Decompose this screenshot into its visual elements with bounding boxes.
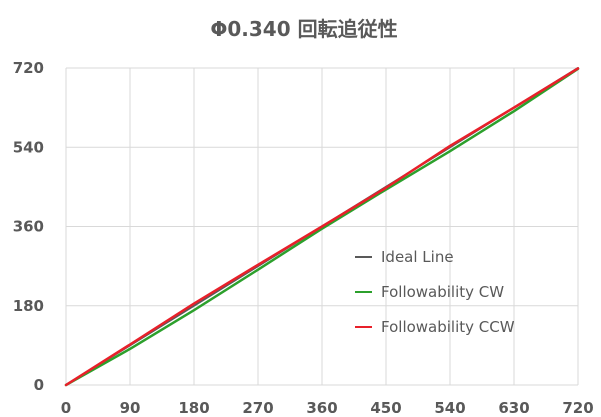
legend-entry: Followability CCW	[355, 318, 515, 336]
y-tick-label: 0	[34, 376, 44, 394]
series-lines	[64, 67, 580, 387]
legend-label: Ideal Line	[381, 248, 454, 266]
legend-label: Followability CCW	[381, 318, 515, 336]
y-tick-label: 360	[13, 218, 44, 236]
y-tick-labels: 0 180 360 540 720	[13, 59, 44, 394]
x-tick-labels: 0 90 180 270 360 450 540 630 720	[61, 399, 594, 417]
x-tick-label: 0	[61, 399, 71, 417]
x-tick-label: 720	[562, 399, 593, 417]
x-tick-label: 180	[178, 399, 209, 417]
x-tick-label: 540	[434, 399, 465, 417]
x-tick-label: 360	[306, 399, 337, 417]
legend: Ideal Line Followability CW Followability …	[355, 248, 515, 336]
x-tick-label: 270	[242, 399, 273, 417]
chart-title: Φ0.340 回転追従性	[210, 17, 397, 41]
legend-entry: Ideal Line	[355, 248, 454, 266]
legend-entry: Followability CW	[355, 283, 504, 301]
y-tick-label: 540	[13, 138, 44, 156]
x-tick-label: 90	[120, 399, 141, 417]
legend-label: Followability CW	[381, 283, 504, 301]
x-tick-label: 630	[498, 399, 529, 417]
y-tick-label: 720	[13, 59, 44, 77]
series-line-3	[64, 67, 580, 387]
y-tick-label: 180	[13, 297, 44, 315]
series-line-2	[64, 67, 580, 387]
grid	[65, 67, 579, 386]
x-tick-label: 450	[370, 399, 401, 417]
